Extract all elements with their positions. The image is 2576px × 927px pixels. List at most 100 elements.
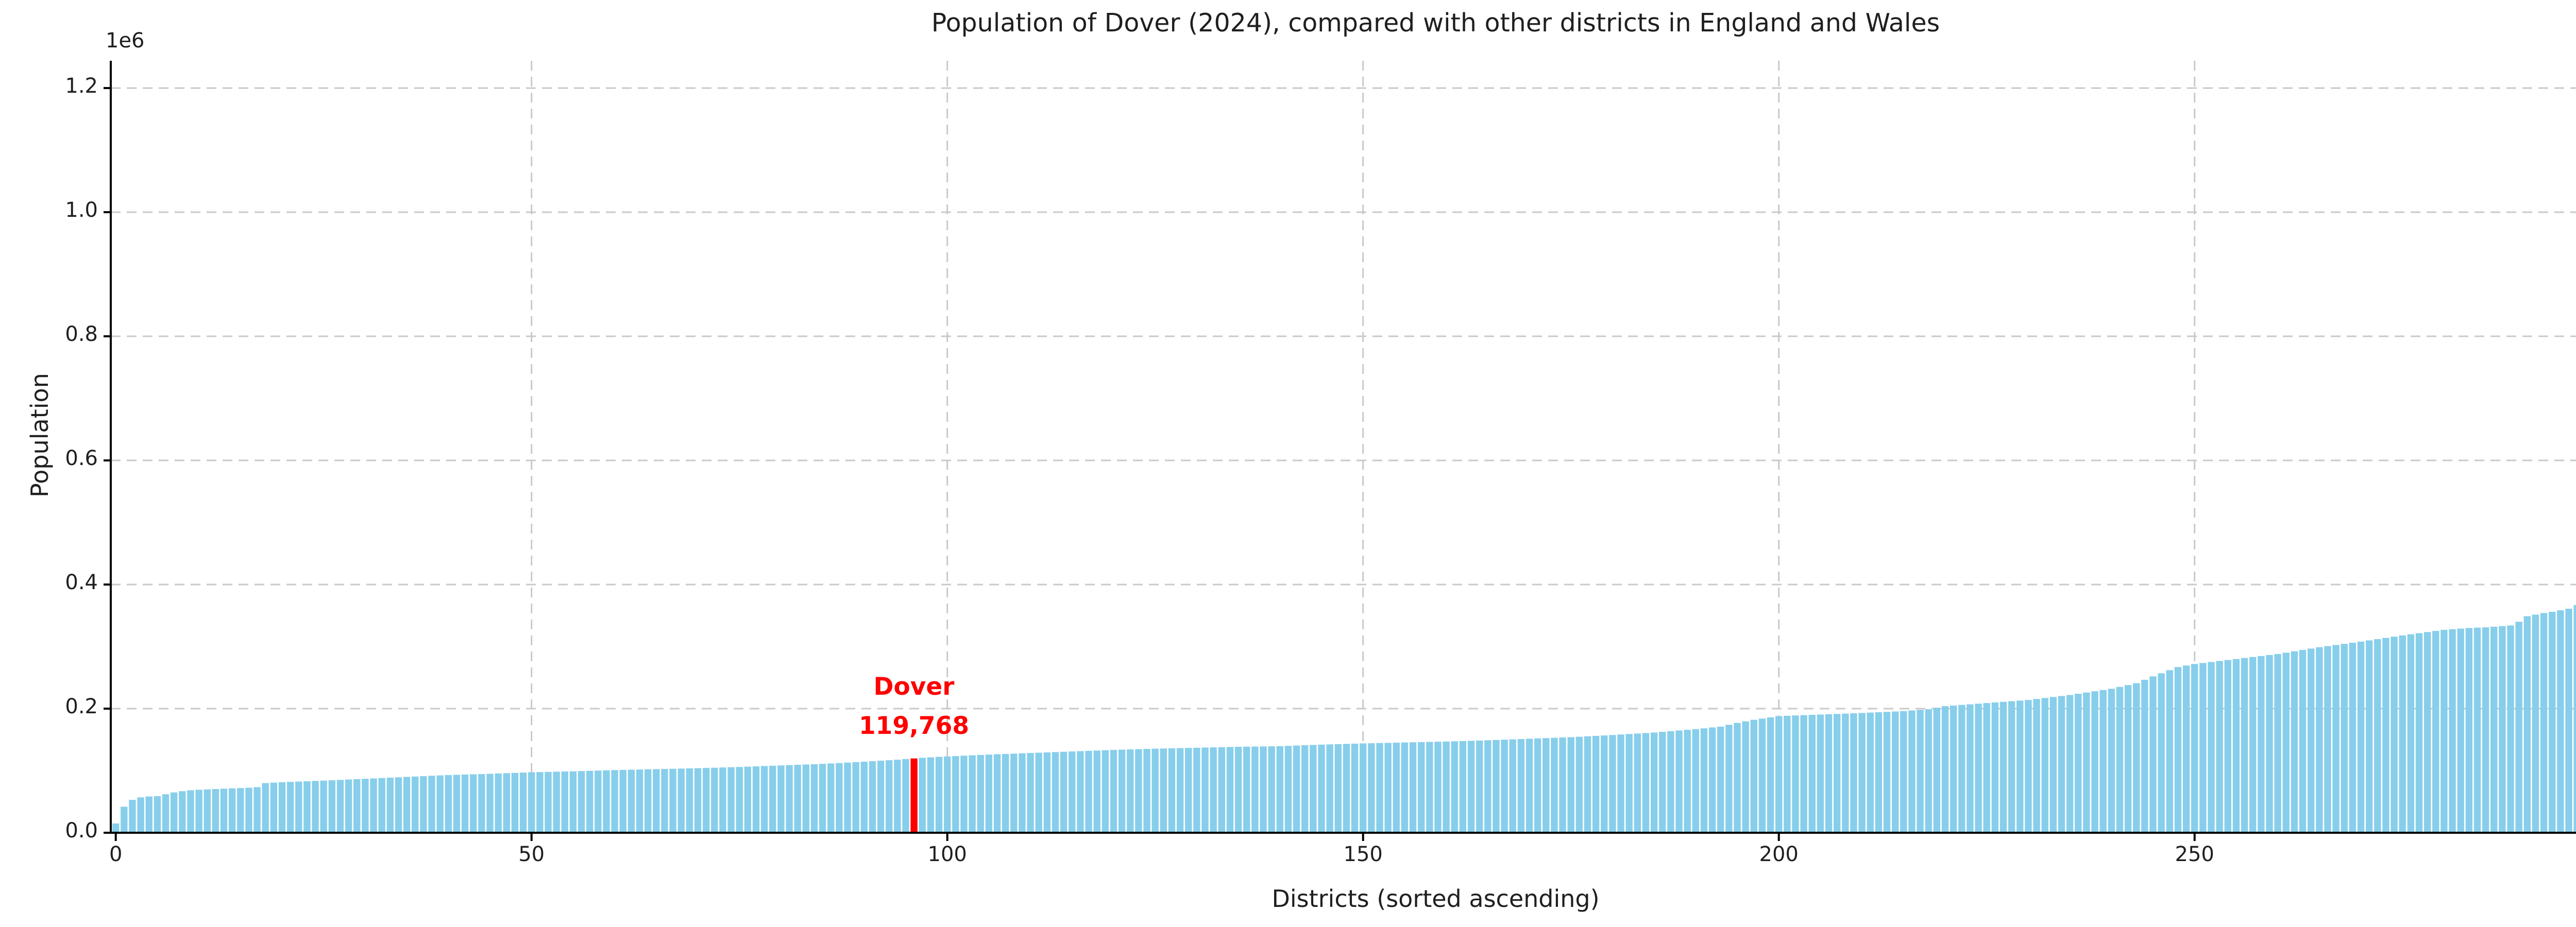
bar bbox=[511, 772, 519, 833]
bar bbox=[195, 789, 202, 833]
bar bbox=[2141, 679, 2148, 833]
bar bbox=[1310, 745, 1317, 833]
bar bbox=[1476, 740, 1483, 833]
bar bbox=[2490, 626, 2498, 833]
bar bbox=[977, 754, 984, 833]
bar bbox=[719, 767, 726, 833]
bar bbox=[744, 766, 752, 833]
bar bbox=[777, 765, 785, 833]
bar bbox=[478, 774, 485, 833]
x-tick-mark bbox=[530, 834, 533, 841]
bar bbox=[844, 762, 851, 833]
bar bbox=[1917, 710, 1924, 833]
bar bbox=[2066, 695, 2074, 833]
bar bbox=[237, 788, 244, 833]
bar bbox=[1559, 737, 1566, 833]
bar bbox=[1867, 712, 1874, 833]
bar bbox=[1151, 748, 1159, 833]
bar bbox=[677, 768, 685, 833]
bar bbox=[2332, 645, 2340, 833]
y-tick-mark bbox=[104, 335, 111, 337]
bar bbox=[2232, 659, 2240, 833]
bar bbox=[2108, 689, 2115, 833]
bar bbox=[894, 760, 901, 833]
bar bbox=[1201, 747, 1209, 833]
bar bbox=[1775, 716, 1783, 833]
bar bbox=[420, 776, 427, 833]
bar bbox=[760, 766, 768, 833]
y-axis-label: Population bbox=[26, 373, 54, 497]
bar bbox=[827, 763, 835, 833]
y-tick-label: 0.8 bbox=[65, 322, 98, 346]
bar bbox=[2324, 646, 2331, 833]
bar bbox=[694, 768, 702, 833]
bar bbox=[1343, 744, 1350, 833]
bar bbox=[1850, 713, 1857, 833]
y-tick-label: 0.2 bbox=[65, 695, 98, 718]
bar bbox=[1808, 715, 1816, 833]
bar bbox=[328, 780, 336, 833]
bar bbox=[1900, 711, 1907, 833]
bar bbox=[2549, 612, 2556, 833]
bar bbox=[403, 777, 411, 833]
bar bbox=[545, 771, 552, 833]
x-tick-label: 150 bbox=[1343, 843, 1383, 866]
bar bbox=[1675, 730, 1683, 833]
bar bbox=[1999, 701, 2007, 833]
bar bbox=[611, 770, 618, 833]
bar bbox=[395, 777, 402, 833]
bar bbox=[886, 760, 893, 833]
bar bbox=[121, 806, 128, 833]
bar bbox=[2191, 664, 2198, 833]
bar bbox=[1234, 747, 1242, 833]
bar bbox=[1035, 752, 1042, 833]
bar bbox=[1767, 717, 1774, 833]
x-tick-mark bbox=[1362, 834, 1364, 841]
bar bbox=[669, 768, 676, 833]
bar bbox=[1077, 751, 1084, 833]
bar bbox=[1176, 748, 1184, 833]
bar bbox=[1833, 714, 1841, 833]
bar bbox=[1617, 734, 1624, 833]
bar bbox=[1650, 732, 1658, 833]
bar bbox=[2499, 626, 2506, 833]
bar bbox=[1185, 748, 1192, 833]
y-axis-offset-label: 1e6 bbox=[106, 29, 145, 53]
x-tick-label: 300 bbox=[2559, 843, 2576, 866]
bar bbox=[686, 768, 693, 833]
bar bbox=[2432, 631, 2439, 833]
bar bbox=[794, 765, 801, 833]
bar bbox=[2182, 665, 2190, 833]
bar bbox=[1101, 750, 1109, 833]
bar bbox=[960, 756, 968, 833]
bar bbox=[336, 780, 344, 833]
bar bbox=[1069, 751, 1076, 833]
bar bbox=[187, 790, 194, 833]
bar bbox=[1817, 714, 1824, 833]
bar bbox=[2473, 627, 2481, 833]
bar bbox=[461, 774, 469, 833]
bar bbox=[1019, 753, 1026, 833]
bar bbox=[2016, 700, 2024, 833]
bar bbox=[1983, 703, 1990, 833]
bar bbox=[519, 772, 527, 833]
bar bbox=[2523, 616, 2531, 833]
bar bbox=[1551, 737, 1558, 833]
x-tick-label: 100 bbox=[927, 843, 967, 866]
bar bbox=[1301, 745, 1309, 833]
bar bbox=[303, 781, 311, 833]
bar bbox=[1509, 739, 1516, 833]
bar bbox=[702, 768, 710, 833]
bar bbox=[1160, 748, 1167, 833]
bar bbox=[1002, 753, 1009, 833]
y-tick-label: 0.4 bbox=[65, 571, 98, 594]
bar bbox=[2482, 627, 2489, 833]
bar bbox=[2357, 641, 2365, 833]
bar bbox=[1526, 739, 1533, 833]
bar bbox=[495, 773, 502, 833]
bar bbox=[453, 775, 461, 833]
bar bbox=[595, 770, 602, 833]
bar bbox=[2008, 701, 2015, 833]
bar bbox=[2208, 662, 2215, 833]
x-axis-spine bbox=[110, 832, 2576, 834]
